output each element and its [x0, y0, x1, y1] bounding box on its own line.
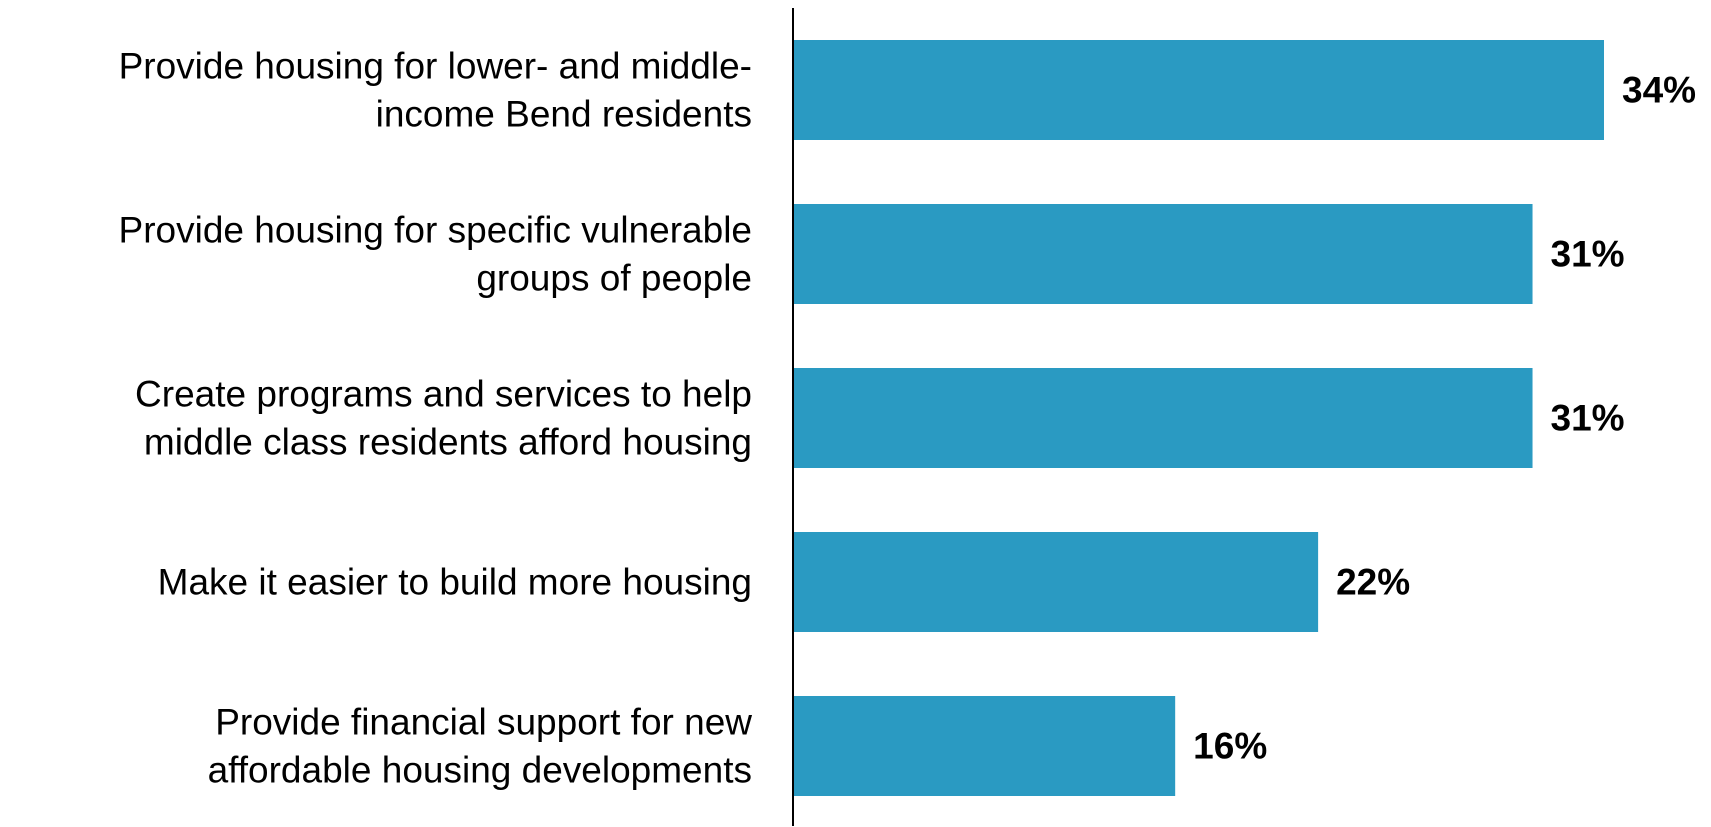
- value-label-4: 22%: [1336, 562, 1410, 603]
- value-labels-group: 34% 31% 31% 22% 16%: [1193, 70, 1696, 767]
- category-label-line: middle class residents afford housing: [144, 422, 752, 463]
- category-label-line: Provide housing for lower- and middle-: [119, 46, 752, 87]
- category-label-3: Create programs and services to help midd…: [135, 374, 752, 463]
- category-label-line: Create programs and services to help: [135, 374, 752, 415]
- bar-2: [794, 204, 1533, 304]
- category-labels-group: Provide housing for lower- and middle-in…: [119, 46, 753, 791]
- category-label-line: Provide housing for specific vulnerable: [119, 210, 752, 251]
- category-label-line: Make it easier to build more housing: [158, 562, 752, 603]
- bars-group: [794, 40, 1604, 796]
- value-label-2: 31%: [1551, 234, 1625, 275]
- category-label-4: Make it easier to build more housing: [158, 562, 752, 603]
- category-label-line: income Bend residents: [376, 94, 752, 135]
- bar-1: [794, 40, 1604, 140]
- bar-3: [794, 368, 1533, 468]
- value-label-5: 16%: [1193, 726, 1267, 767]
- value-label-3: 31%: [1551, 398, 1625, 439]
- bar-5: [794, 696, 1176, 796]
- category-label-line: groups of people: [476, 258, 752, 299]
- bar-4: [794, 532, 1319, 632]
- value-label-1: 34%: [1622, 70, 1696, 111]
- category-label-line: Provide financial support for new: [215, 702, 752, 743]
- category-label-5: Provide financial support for new afforda…: [208, 702, 753, 791]
- category-label-line: affordable housing developments: [208, 750, 752, 791]
- category-label-2: Provide housing for specific vulnerable g…: [119, 210, 752, 299]
- category-label-1: Provide housing for lower- and middle-in…: [119, 46, 752, 135]
